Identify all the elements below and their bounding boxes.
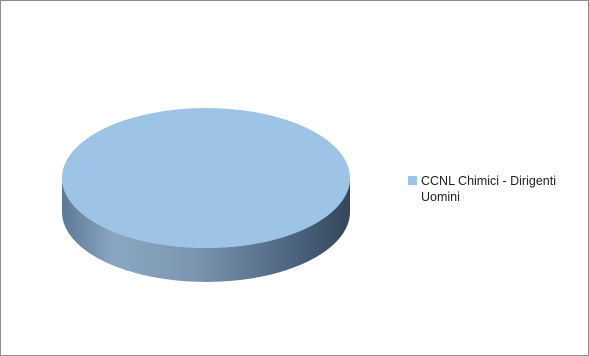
legend-label: CCNL Chimici - Dirigenti Uomini <box>421 174 556 204</box>
pie-slice-0 <box>62 108 350 248</box>
legend-swatch <box>408 176 417 185</box>
pie-slice-side <box>62 178 350 282</box>
